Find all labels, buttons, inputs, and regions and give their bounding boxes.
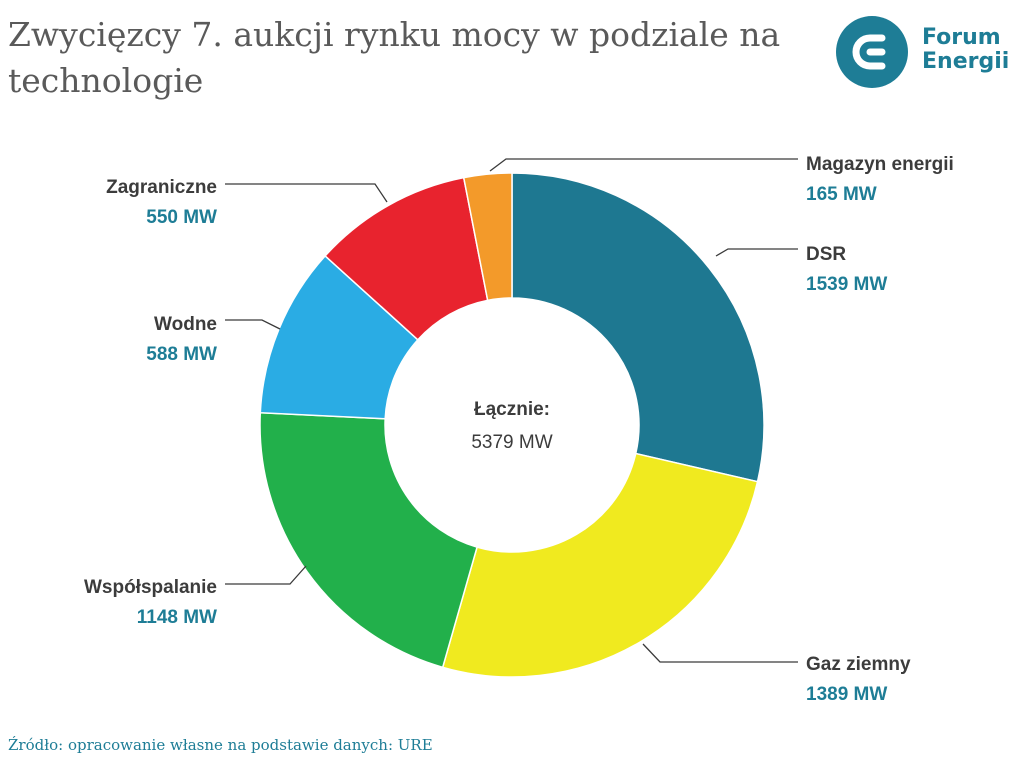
forum-energii-logo-icon — [836, 16, 908, 88]
leader-line-zagraniczne — [225, 183, 388, 203]
leader-line-wspolspalanie — [225, 565, 307, 585]
slice-value-magazyn-energii: 165 MW — [806, 184, 877, 205]
leader-line-magazyn-energii — [489, 158, 798, 172]
slice-value-dsr: 1539 MW — [806, 274, 887, 295]
leader-line-gaz-ziemny — [642, 643, 798, 663]
slice-dsr — [511, 172, 765, 483]
page-title: Zwycięzcy 7. aukcji rynku mocy w podzial… — [8, 15, 781, 100]
source-note: Źródło: opracowanie własne na podstawie … — [8, 736, 433, 754]
slice-gaz-ziemny — [441, 452, 759, 678]
logo-line-2: Energii — [922, 49, 1010, 74]
slice-label-wspolspalanie: Współspalanie — [84, 577, 217, 598]
slice-label-dsr: DSR — [806, 244, 846, 265]
slice-value-wspolspalanie: 1148 MW — [137, 607, 217, 628]
leader-line-wodne — [225, 319, 281, 330]
leader-line-dsr — [715, 248, 798, 257]
slice-label-magazyn-energii: Magazyn energii — [806, 154, 954, 175]
center-label: Łącznie: — [474, 399, 550, 420]
slice-value-zagraniczne: 550 MW — [146, 207, 217, 228]
logo-text: Forum Energii — [922, 26, 1009, 74]
slice-magazyn-energii — [462, 172, 513, 302]
slice-value-gaz-ziemny: 1389 MW — [806, 684, 887, 705]
slice-wspolspalanie — [259, 411, 479, 669]
logo-line-1: Forum — [922, 25, 1001, 50]
slice-label-wodne: Wodne — [154, 314, 217, 335]
forum-energii-logo: Forum Energii — [836, 16, 1016, 88]
slice-label-gaz-ziemny: Gaz ziemny — [806, 654, 911, 675]
slice-value-wodne: 588 MW — [146, 344, 217, 365]
slice-label-zagraniczne: Zagraniczne — [106, 177, 217, 198]
center-total: 5379 MW — [471, 432, 552, 453]
